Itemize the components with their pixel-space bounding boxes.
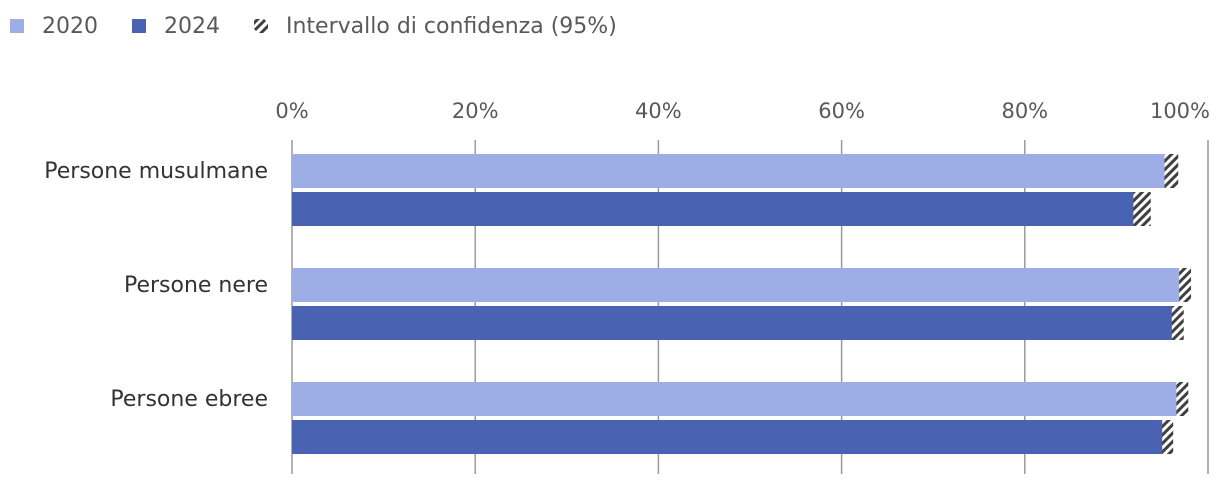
- legend-item-ci: Intervallo di confidenza (95%): [254, 14, 617, 39]
- confidence-interval-2024: [1171, 306, 1184, 340]
- category-label: Persone musulmane: [44, 159, 268, 184]
- bars: [292, 154, 1186, 454]
- confidence-interval-2020: [1176, 382, 1189, 416]
- x-tick-label: 60%: [818, 99, 865, 123]
- legend-swatch-2020: [10, 19, 24, 33]
- bar-2020: [292, 382, 1183, 416]
- bar-2024: [292, 306, 1178, 340]
- x-tick-label: 100%: [1150, 99, 1210, 123]
- bar-2024: [292, 420, 1168, 454]
- confidence-interval-2020: [1179, 268, 1192, 302]
- x-tick-label: 0%: [275, 99, 308, 123]
- confidence-interval-2020: [1164, 154, 1179, 188]
- legend-swatch-2024: [132, 19, 146, 33]
- x-tick-labels: 0% 20% 40% 60% 80% 100%: [275, 99, 1210, 123]
- x-tick-label: 40%: [635, 99, 682, 123]
- legend-item-2024: 2024: [132, 14, 220, 39]
- bar-2024: [292, 192, 1143, 226]
- legend-label-2020: 2020: [42, 13, 98, 39]
- category-label: Persone ebree: [110, 387, 268, 412]
- legend-item-2020: 2020: [10, 14, 98, 39]
- confidence-interval-2024: [1133, 192, 1151, 226]
- legend-label-2024: 2024: [164, 13, 220, 39]
- x-tick-label: 20%: [452, 99, 499, 123]
- legend: 2020 2024 Intervallo di confidenza (95%): [10, 8, 651, 44]
- x-tick-label: 80%: [1001, 99, 1048, 123]
- legend-label-ci: Intervallo di confidenza (95%): [286, 13, 617, 39]
- category-labels: Persone musulmane Persone nere Persone ebr…: [44, 159, 268, 412]
- legend-swatch-ci-hatch: [254, 19, 268, 33]
- category-label: Persone nere: [124, 273, 268, 298]
- bar-2020: [292, 154, 1172, 188]
- confidence-intervals: [1133, 154, 1192, 454]
- confidence-interval-2024: [1162, 420, 1174, 454]
- bar-2020: [292, 268, 1186, 302]
